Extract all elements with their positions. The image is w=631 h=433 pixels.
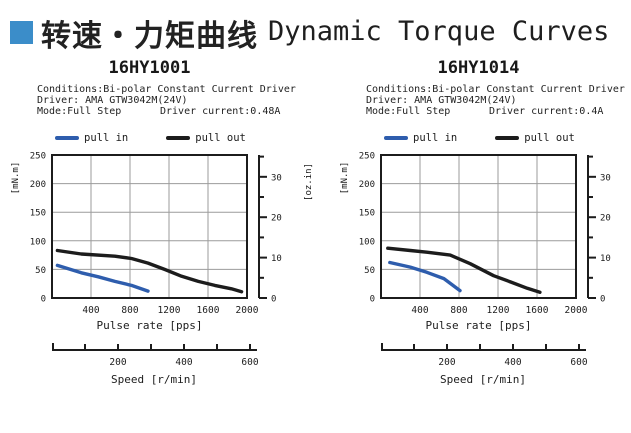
x-axis-title: Pulse rate [pps] <box>426 319 532 332</box>
speed-tick-label: 200 <box>438 357 455 368</box>
speed-tick-label: 600 <box>241 357 258 368</box>
right-axis-tick-label: 0 <box>600 295 605 305</box>
speed-tick-label: 400 <box>504 357 521 368</box>
speed-axis-title: Speed [r/min] <box>111 373 197 386</box>
legend-label: pull out <box>195 132 246 144</box>
x-axis-tick-label: 1200 <box>487 305 510 316</box>
y-axis-tick-label: 0 <box>370 295 375 305</box>
x-axis-tick-label: 2000 <box>565 305 588 316</box>
right-axis-tick-label: 30 <box>600 173 611 183</box>
y-axis-tick-label: 150 <box>30 209 46 219</box>
speed-axis-title: Speed [r/min] <box>440 373 526 386</box>
y-axis-tick-label: 200 <box>359 180 375 190</box>
chart-mode: Mode:Full Step <box>37 106 122 117</box>
y-axis-tick-label: 100 <box>359 237 375 247</box>
y-axis-tick-label: 150 <box>359 209 375 219</box>
chart-mode: Mode:Full Step <box>366 106 451 117</box>
chart-driver-current: Driver current:0.48A <box>160 106 281 117</box>
y-axis-unit-left: [mN.m] <box>340 162 350 195</box>
y-axis-unit-right: [oz.in] <box>304 163 314 201</box>
pull-in-line-swatch-icon <box>55 136 79 140</box>
pull-in-line-swatch-icon <box>384 136 408 140</box>
y-axis-tick-label: 100 <box>30 237 46 247</box>
x-axis-tick-label: 400 <box>411 305 428 316</box>
page-title-chinese: 转速・力矩曲线 <box>41 19 258 54</box>
x-axis-tick-label: 800 <box>121 305 138 316</box>
curve-pull-in <box>55 263 150 293</box>
chart-block-16hy1001: 16HY1001 Conditions:Bi-polar Constant Cu… <box>8 58 324 418</box>
page-title-english: Dynamic Torque Curves <box>268 16 610 47</box>
legend-label: pull out <box>524 132 575 144</box>
legend-item-pull-in: pull in <box>384 132 457 144</box>
legend-item-pull-out: pull out <box>166 132 246 144</box>
right-axis-tick-label: 0 <box>271 295 276 305</box>
right-axis-tick-label: 20 <box>600 214 611 224</box>
right-axis-tick-label: 30 <box>271 173 282 183</box>
curve-pull-in <box>388 260 462 293</box>
chart-driver-current: Driver current:0.4A <box>489 106 604 117</box>
speed-tick-label: 200 <box>109 357 126 368</box>
legend-item-pull-out: pull out <box>495 132 575 144</box>
x-axis-tick-label: 1600 <box>526 305 549 316</box>
x-axis-title: Pulse rate [pps] <box>97 319 203 332</box>
plot-border <box>380 154 577 299</box>
legend-item-pull-in: pull in <box>55 132 128 144</box>
x-axis-tick-label: 800 <box>450 305 467 316</box>
legend: pull in pull out <box>384 132 575 144</box>
pull-out-line-swatch-icon <box>166 136 191 140</box>
curve-pull-out <box>386 246 542 295</box>
chart-block-16hy1014: 16HY1014 Conditions:Bi-polar Constant Cu… <box>337 58 631 418</box>
legend-label: pull in <box>413 132 458 144</box>
right-axis-tick-label: 10 <box>600 254 611 264</box>
y-axis-unit-left: [mN.m] <box>11 162 21 195</box>
legend: pull in pull out <box>55 132 246 144</box>
header-accent-icon <box>10 21 33 44</box>
y-axis-tick-label: 200 <box>30 180 46 190</box>
curve-pull-out <box>55 248 244 294</box>
chart-driver: Driver: AMA GTW3042M(24V) <box>366 95 517 106</box>
legend-label: pull in <box>84 132 129 144</box>
x-axis-tick-label: 400 <box>82 305 99 316</box>
chart-conditions: Conditions:Bi-polar Constant Current Dri… <box>37 84 296 95</box>
speed-tick-label: 600 <box>570 357 587 368</box>
y-axis-tick-label: 0 <box>41 295 46 305</box>
plot-border <box>51 154 248 299</box>
y-axis-tick-label: 250 <box>359 152 375 162</box>
y-axis-tick-label: 50 <box>364 266 375 276</box>
y-axis-tick-label: 250 <box>30 152 46 162</box>
chart-title: 16HY1014 <box>437 58 520 78</box>
right-axis-tick-label: 10 <box>271 254 282 264</box>
chart-driver: Driver: AMA GTW3042M(24V) <box>37 95 188 106</box>
pull-out-line-swatch-icon <box>495 136 520 140</box>
right-axis-tick-label: 20 <box>271 214 282 224</box>
x-axis-tick-label: 1600 <box>197 305 220 316</box>
y-axis-tick-label: 50 <box>35 266 46 276</box>
x-axis-tick-label: 2000 <box>236 305 259 316</box>
x-axis-tick-label: 1200 <box>158 305 181 316</box>
chart-title: 16HY1001 <box>108 58 191 78</box>
speed-tick-label: 400 <box>175 357 192 368</box>
chart-conditions: Conditions:Bi-polar Constant Current Dri… <box>366 84 625 95</box>
